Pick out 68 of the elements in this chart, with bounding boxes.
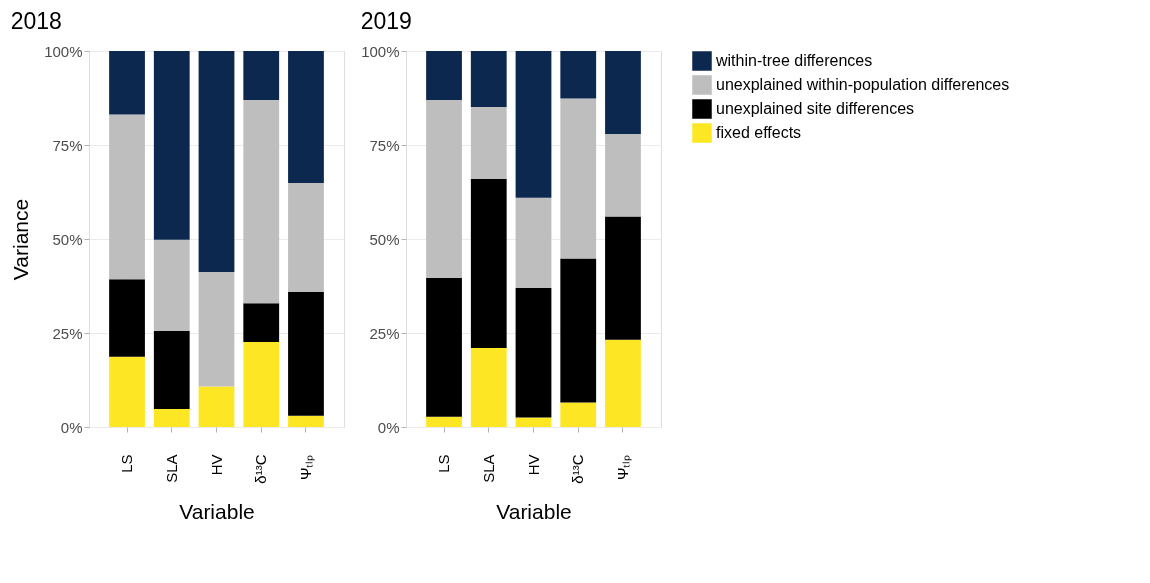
bar <box>515 51 552 198</box>
y-tick-label: 25% <box>52 324 83 342</box>
legend-label: unexplained site differences <box>716 100 915 117</box>
legend-label: unexplained within-population differences <box>716 76 1010 93</box>
bar <box>470 107 507 179</box>
x-tick-label: SLA <box>479 454 497 483</box>
bar <box>198 386 235 427</box>
y-axis-title: Variance <box>9 198 33 281</box>
chart-title: 2019 <box>360 8 412 34</box>
bar <box>198 51 235 273</box>
bar <box>605 134 641 217</box>
x-tick-label: δ¹³C <box>569 454 587 484</box>
bar <box>243 51 280 100</box>
y-tick-label: 75% <box>369 136 400 154</box>
x-tick-label: Ψₜₗₚ <box>296 454 315 481</box>
bar <box>243 342 280 427</box>
bar <box>109 356 145 427</box>
bar <box>470 51 507 108</box>
x-tick-label: Ψₜₗₚ <box>613 454 632 481</box>
legend-label: fixed effects <box>716 124 802 141</box>
bar <box>605 216 641 340</box>
bar <box>560 51 597 99</box>
bar <box>560 98 597 259</box>
bar <box>426 99 462 279</box>
x-tick-label: HV <box>524 454 542 476</box>
legend-label: within-tree differences <box>715 52 873 69</box>
bar <box>153 51 190 240</box>
x-axis-title: Variable <box>179 499 255 523</box>
y-tick-label: 50% <box>52 230 83 248</box>
bar <box>605 339 641 427</box>
bar <box>426 278 462 417</box>
y-tick-label: 50% <box>369 230 400 248</box>
bar <box>153 331 190 409</box>
bar <box>243 303 280 343</box>
bar <box>560 258 597 403</box>
bar <box>243 99 280 304</box>
x-tick-label: SLA <box>162 454 180 483</box>
bar <box>153 239 190 332</box>
y-tick-label: 0% <box>60 418 83 436</box>
bar <box>426 51 462 100</box>
x-tick-label: δ¹³C <box>252 454 270 484</box>
x-tick-label: HV <box>207 454 225 476</box>
bar <box>426 416 462 427</box>
bar <box>288 292 324 416</box>
y-tick-label: 0% <box>377 418 400 436</box>
bar <box>109 51 145 115</box>
chart-title: 2018 <box>10 8 62 34</box>
bar <box>153 408 190 427</box>
x-tick-label: LS <box>118 454 136 473</box>
bar <box>109 114 145 280</box>
bar <box>288 415 324 427</box>
bar <box>515 287 552 418</box>
bar <box>515 197 552 288</box>
bar <box>288 182 324 293</box>
y-tick-label: 100% <box>44 42 83 60</box>
y-tick-label: 25% <box>369 324 400 342</box>
bar <box>198 272 235 387</box>
y-tick-label: 100% <box>361 42 400 60</box>
bar <box>605 51 641 135</box>
bar <box>288 51 324 183</box>
x-axis-title: Variable <box>496 499 572 523</box>
bar <box>470 178 507 349</box>
bar <box>515 417 552 427</box>
y-tick-label: 75% <box>52 136 83 154</box>
bar <box>109 279 145 357</box>
bar <box>560 402 597 427</box>
bar <box>470 348 507 427</box>
x-tick-label: LS <box>435 454 453 473</box>
